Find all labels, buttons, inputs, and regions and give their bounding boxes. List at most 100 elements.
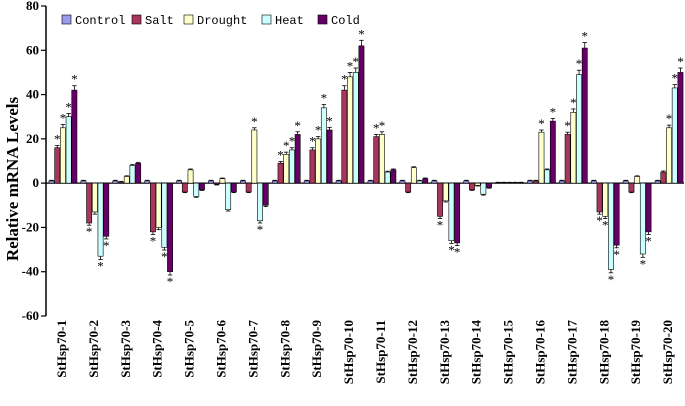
significance-star: * bbox=[358, 26, 365, 41]
bar-control-18 bbox=[590, 180, 597, 184]
bar-drought-12 bbox=[410, 167, 417, 184]
significance-star: * bbox=[613, 247, 620, 262]
bar-drought-5 bbox=[187, 169, 194, 184]
legend-swatch-heat bbox=[261, 14, 272, 25]
x-tick-label: StHsp70-20 bbox=[660, 320, 675, 384]
bar-cold-14 bbox=[486, 182, 492, 188]
legend-label-control: Control bbox=[75, 14, 125, 28]
significance-star: * bbox=[640, 256, 647, 271]
bar-drought-7 bbox=[251, 129, 258, 184]
bar-drought-19 bbox=[634, 176, 641, 184]
significance-star: * bbox=[309, 134, 316, 149]
bar-salt-10 bbox=[341, 89, 348, 184]
significance-star: * bbox=[645, 234, 652, 249]
x-tick-label: StHsp70-11 bbox=[373, 320, 388, 384]
legend-label-heat: Heat bbox=[275, 14, 304, 28]
legend-swatch-salt bbox=[131, 14, 142, 25]
bar-cold-3 bbox=[135, 162, 142, 184]
bar-drought-6 bbox=[219, 178, 226, 184]
significance-star: * bbox=[326, 113, 333, 128]
legend-swatch-drought bbox=[183, 14, 194, 25]
bar-control-17 bbox=[559, 180, 565, 184]
x-tick-label: StHsp70-9 bbox=[309, 320, 324, 378]
bar-drought-10 bbox=[347, 76, 353, 184]
bar-cold-6 bbox=[230, 182, 237, 193]
significance-star: * bbox=[379, 118, 386, 133]
significance-star: * bbox=[602, 218, 609, 233]
bar-heat-1 bbox=[65, 116, 72, 184]
legend-swatch-cold bbox=[317, 14, 328, 25]
significance-star: * bbox=[437, 218, 444, 233]
bar-salt-18 bbox=[596, 182, 603, 213]
bar-control-20 bbox=[654, 180, 661, 184]
bar-cold-11 bbox=[390, 169, 397, 184]
significance-star: * bbox=[608, 272, 615, 287]
x-tick-label: StHsp70-16 bbox=[532, 320, 547, 385]
bar-heat-8 bbox=[289, 149, 295, 184]
y-tick-label: 20 bbox=[26, 131, 39, 146]
bar-cold-9 bbox=[326, 129, 333, 184]
legend-label-cold: Cold bbox=[331, 14, 360, 28]
bar-drought-20 bbox=[666, 127, 672, 184]
bar-control-14 bbox=[463, 180, 470, 184]
bar-heat-3 bbox=[129, 165, 136, 184]
bar-drought-2 bbox=[91, 182, 98, 213]
x-tick-label: StHsp70-4 bbox=[150, 320, 165, 378]
bar-cold-20 bbox=[677, 72, 684, 184]
significance-star: * bbox=[97, 259, 104, 274]
significance-star: * bbox=[294, 118, 301, 133]
significance-star: * bbox=[564, 118, 571, 133]
bar-cold-4 bbox=[167, 182, 173, 273]
legend-swatch-control bbox=[61, 14, 72, 25]
significance-star: * bbox=[321, 91, 328, 106]
bar-control-10 bbox=[335, 180, 342, 184]
bar-salt-1 bbox=[54, 147, 61, 184]
bar-heat-12 bbox=[416, 180, 423, 184]
significance-star: * bbox=[373, 120, 380, 135]
bar-drought-13 bbox=[442, 182, 449, 202]
bar-control-16 bbox=[527, 180, 533, 184]
significance-star: * bbox=[71, 72, 78, 87]
bar-drought-4 bbox=[155, 182, 162, 228]
bar-drought-8 bbox=[283, 154, 290, 184]
x-tick-label: StHsp70-15 bbox=[501, 320, 516, 385]
significance-star: * bbox=[454, 245, 461, 260]
y-tick-label: -20 bbox=[22, 219, 39, 234]
bar-salt-7 bbox=[245, 182, 252, 193]
significance-star: * bbox=[353, 54, 360, 69]
bar-salt-2 bbox=[86, 182, 93, 224]
bar-cold-1 bbox=[71, 89, 78, 184]
significance-star: * bbox=[341, 72, 348, 87]
bar-salt-14 bbox=[469, 182, 475, 191]
bar-heat-5 bbox=[193, 182, 200, 197]
bar-cold-17 bbox=[581, 47, 588, 184]
significance-star: * bbox=[54, 132, 61, 147]
bar-drought-18 bbox=[602, 182, 609, 217]
bar-control-8 bbox=[271, 180, 278, 184]
bar-salt-6 bbox=[213, 182, 220, 185]
significance-star: * bbox=[289, 134, 296, 149]
bar-heat-11 bbox=[384, 171, 391, 184]
y-tick-label: 40 bbox=[26, 87, 39, 102]
bar-cold-8 bbox=[294, 134, 301, 184]
bar-salt-9 bbox=[309, 149, 316, 184]
bar-salt-3 bbox=[118, 181, 124, 184]
bar-control-3 bbox=[112, 180, 119, 184]
bar-drought-11 bbox=[379, 134, 385, 184]
bar-heat-16 bbox=[544, 169, 551, 184]
bar-drought-9 bbox=[315, 138, 322, 184]
significance-star: * bbox=[576, 56, 583, 71]
significance-star: * bbox=[570, 95, 577, 110]
x-tick-label: StHsp70-10 bbox=[341, 320, 356, 384]
x-tick-label: StHsp70-17 bbox=[564, 320, 579, 385]
bar-heat-4 bbox=[161, 182, 168, 248]
significance-star: * bbox=[86, 224, 93, 239]
bar-salt-5 bbox=[181, 182, 188, 193]
bar-heat-6 bbox=[225, 182, 232, 211]
bar-cold-19 bbox=[645, 182, 652, 233]
x-tick-label: StHsp70-7 bbox=[245, 320, 260, 378]
significance-star: * bbox=[347, 58, 354, 73]
significance-star: * bbox=[448, 242, 455, 257]
bar-control-12 bbox=[399, 180, 406, 184]
